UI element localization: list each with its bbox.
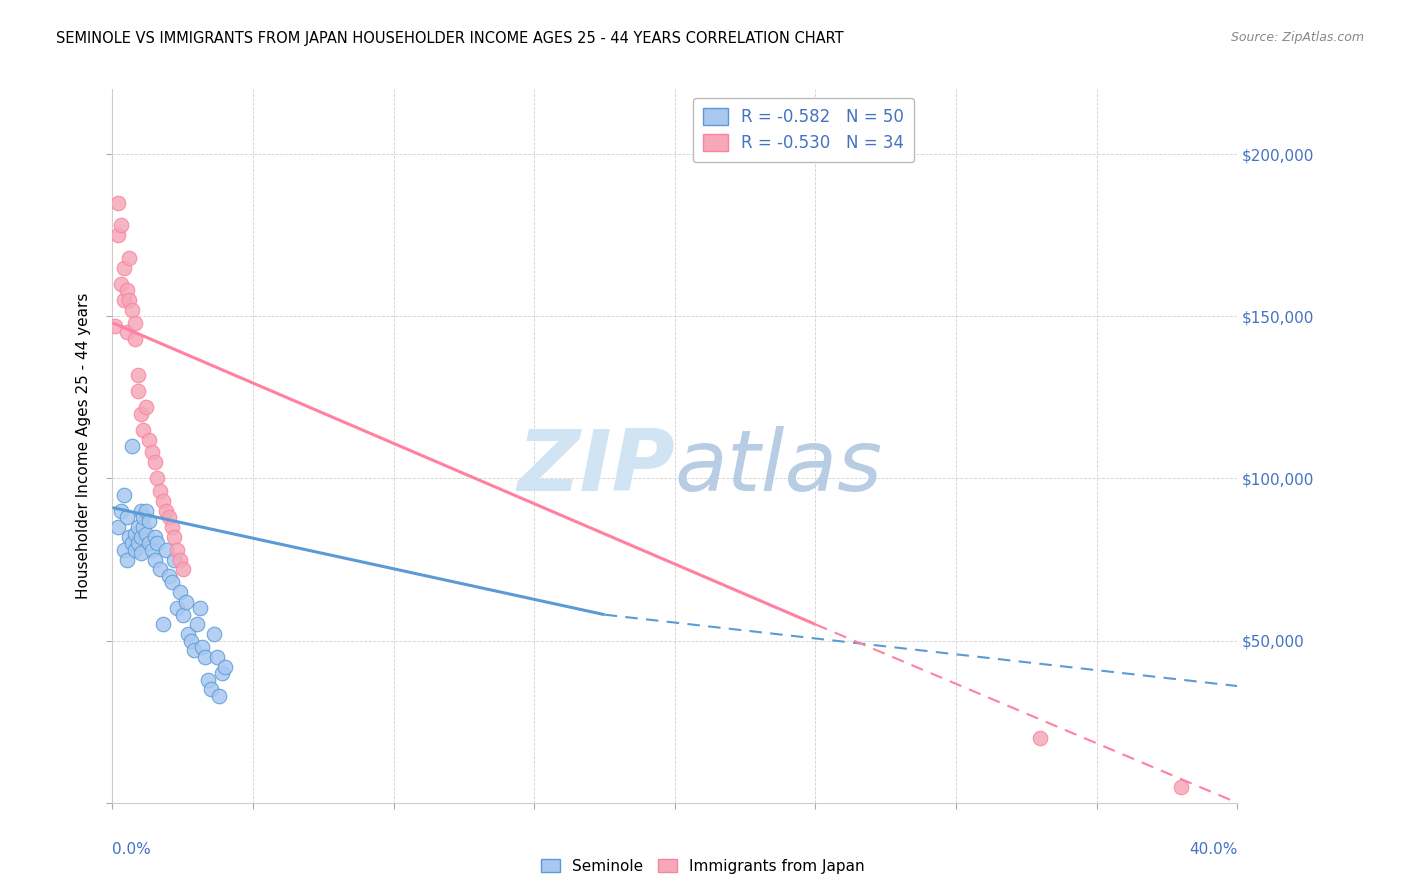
Point <box>143 530 166 544</box>
Point <box>143 455 166 469</box>
Point <box>197 673 219 687</box>
Point <box>121 439 143 453</box>
Point <box>110 277 132 291</box>
Point <box>112 293 135 307</box>
Point <box>107 228 129 243</box>
Point <box>166 542 188 557</box>
Point <box>110 504 132 518</box>
Point <box>135 400 157 414</box>
Point <box>124 526 146 541</box>
Point <box>138 536 160 550</box>
Point <box>186 617 208 632</box>
Text: 0.0%: 0.0% <box>112 842 152 857</box>
Point <box>1029 731 1052 745</box>
Point <box>152 494 174 508</box>
Point <box>141 542 163 557</box>
Point <box>115 510 138 524</box>
Text: ZIP: ZIP <box>517 425 675 509</box>
Point <box>127 536 149 550</box>
Point <box>160 520 183 534</box>
Text: Source: ZipAtlas.com: Source: ZipAtlas.com <box>1230 31 1364 45</box>
Point <box>177 627 200 641</box>
Point <box>194 649 217 664</box>
Point <box>112 488 135 502</box>
Point <box>160 575 183 590</box>
Point <box>132 423 155 437</box>
Point <box>202 627 225 641</box>
Point <box>157 510 180 524</box>
Point <box>127 368 149 382</box>
Point <box>118 251 141 265</box>
Point <box>121 302 143 317</box>
Point <box>118 293 141 307</box>
Point <box>163 552 186 566</box>
Point <box>129 407 152 421</box>
Point <box>112 260 135 275</box>
Point <box>115 283 138 297</box>
Point <box>1170 780 1192 794</box>
Point <box>143 552 166 566</box>
Point <box>172 607 194 622</box>
Point <box>180 633 202 648</box>
Text: SEMINOLE VS IMMIGRANTS FROM JAPAN HOUSEHOLDER INCOME AGES 25 - 44 YEARS CORRELAT: SEMINOLE VS IMMIGRANTS FROM JAPAN HOUSEH… <box>56 31 844 46</box>
Point <box>157 568 180 582</box>
Text: 40.0%: 40.0% <box>1189 842 1237 857</box>
Point <box>163 530 186 544</box>
Text: atlas: atlas <box>675 425 883 509</box>
Point <box>110 219 132 233</box>
Point <box>127 520 149 534</box>
Point <box>138 514 160 528</box>
Point <box>149 562 172 576</box>
Point <box>115 326 138 340</box>
Point <box>214 659 236 673</box>
Point <box>129 546 152 560</box>
Point <box>121 536 143 550</box>
Legend: Seminole, Immigrants from Japan: Seminole, Immigrants from Japan <box>536 853 870 880</box>
Point <box>205 649 228 664</box>
Point <box>118 530 141 544</box>
Point <box>146 471 169 485</box>
Point <box>188 601 211 615</box>
Point <box>135 526 157 541</box>
Point <box>104 318 127 333</box>
Y-axis label: Householder Income Ages 25 - 44 years: Householder Income Ages 25 - 44 years <box>76 293 91 599</box>
Point <box>149 484 172 499</box>
Point <box>211 666 233 681</box>
Point <box>172 562 194 576</box>
Point <box>183 643 205 657</box>
Point <box>191 640 214 654</box>
Point <box>169 552 191 566</box>
Point <box>132 520 155 534</box>
Point <box>124 332 146 346</box>
Point <box>208 689 231 703</box>
Legend: R = -0.582   N = 50, R = -0.530   N = 34: R = -0.582 N = 50, R = -0.530 N = 34 <box>693 97 914 162</box>
Point <box>129 504 152 518</box>
Point <box>132 510 155 524</box>
Point <box>155 542 177 557</box>
Point <box>115 552 138 566</box>
Point <box>129 530 152 544</box>
Point <box>127 384 149 398</box>
Point <box>166 601 188 615</box>
Point <box>200 682 222 697</box>
Point <box>124 542 146 557</box>
Point <box>146 536 169 550</box>
Point <box>138 433 160 447</box>
Point <box>155 504 177 518</box>
Point <box>112 542 135 557</box>
Point <box>107 520 129 534</box>
Point <box>141 445 163 459</box>
Point <box>124 316 146 330</box>
Point <box>107 195 129 210</box>
Point <box>169 585 191 599</box>
Point <box>152 617 174 632</box>
Point <box>174 595 197 609</box>
Point <box>135 504 157 518</box>
